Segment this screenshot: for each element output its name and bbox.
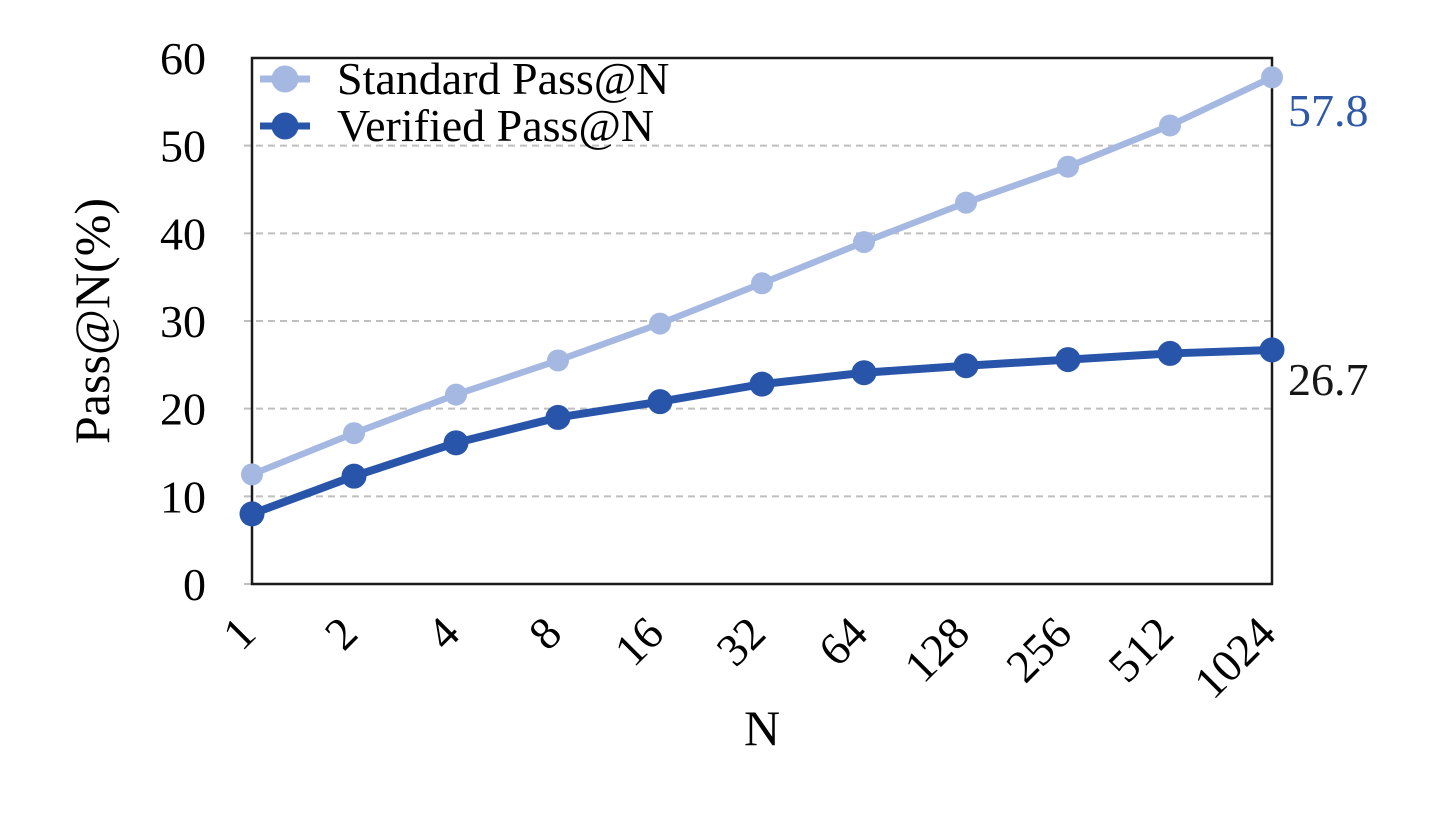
y-axis-title: Pass@N(%) <box>64 197 120 445</box>
x-tick-label: 32 <box>706 607 775 676</box>
legend-marker-standard-icon <box>260 65 310 92</box>
legend: Standard Pass@N Verified Pass@N <box>259 55 669 149</box>
data-point <box>953 353 979 379</box>
x-tick-label: 512 <box>1098 607 1183 692</box>
legend-label-standard: Standard Pass@N <box>337 52 670 104</box>
y-tick-label: 10 <box>160 471 206 522</box>
x-tick-label: 1024 <box>1184 607 1285 708</box>
data-point <box>1259 337 1285 363</box>
x-tick-label: 8 <box>519 607 571 659</box>
data-point <box>749 371 775 397</box>
data-point <box>547 349 569 372</box>
data-point <box>1157 340 1183 366</box>
data-point <box>647 389 673 415</box>
data-point <box>955 191 977 214</box>
data-point <box>341 463 367 489</box>
y-tick-label: 40 <box>160 208 206 259</box>
x-tick-label: 4 <box>417 607 469 659</box>
x-axis-title: N <box>743 700 781 756</box>
x-tick-label: 256 <box>996 607 1081 692</box>
data-point <box>851 360 877 386</box>
end-value-standard: 57.8 <box>1288 85 1369 136</box>
x-tick-label: 2 <box>315 607 367 659</box>
legend-item-standard: Standard Pass@N <box>259 55 669 102</box>
data-point <box>649 312 671 335</box>
data-point <box>751 272 773 295</box>
legend-label-verified: Verified Pass@N <box>337 99 655 151</box>
plot-border <box>250 56 1274 586</box>
data-point <box>1261 66 1283 89</box>
end-value-verified: 26.7 <box>1288 354 1369 405</box>
data-point <box>445 383 467 406</box>
data-point <box>343 422 365 445</box>
data-point <box>1055 347 1081 373</box>
y-tick-label: 20 <box>160 384 206 435</box>
data-point <box>239 501 265 527</box>
x-tick-label: 16 <box>604 607 673 676</box>
data-point <box>1057 155 1079 178</box>
data-point <box>1159 114 1181 137</box>
y-tick-label: 60 <box>160 33 206 84</box>
x-tick-label: 1 <box>213 607 265 659</box>
x-tick-label: 64 <box>808 607 877 676</box>
y-tick-label: 50 <box>160 121 206 172</box>
data-point <box>241 463 263 486</box>
y-tick-label: 0 <box>183 559 206 610</box>
data-point <box>545 404 571 430</box>
data-point <box>443 430 469 456</box>
legend-marker-verified-icon <box>260 112 310 139</box>
legend-item-verified: Verified Pass@N <box>259 102 669 149</box>
y-tick-label: 30 <box>160 296 206 347</box>
data-point <box>853 231 875 254</box>
x-tick-label: 128 <box>894 607 979 692</box>
